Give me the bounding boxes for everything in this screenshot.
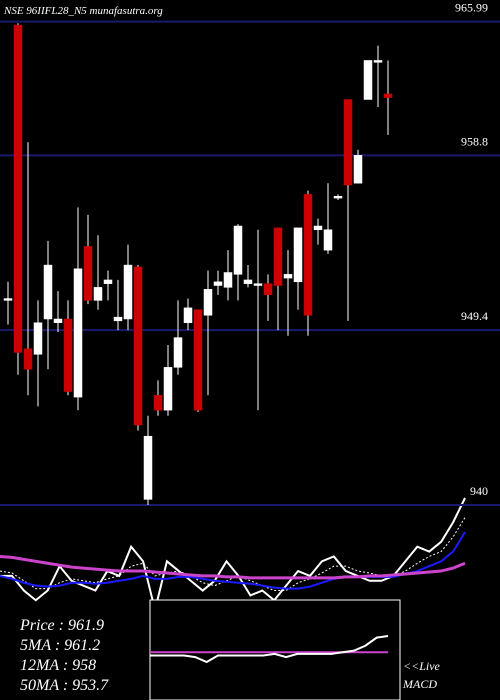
macd-line [150,635,389,664]
candle-body [363,60,373,100]
candle-body [233,225,243,275]
info-line: Price : 961.9 [19,617,104,634]
candle-body [153,395,163,411]
y-tick-label: 965.99 [455,1,488,15]
candle-body [23,348,33,370]
candle-body [73,268,83,398]
candle-body [53,318,63,323]
candle-body [313,225,323,230]
candle-body [133,266,143,426]
info-line: 50MA : 953.7 [20,677,109,694]
candle-body [163,367,173,411]
info-line: 5MA : 961.2 [20,637,100,654]
candle-body [213,281,223,286]
candle-body [173,337,183,368]
macd-box [149,599,401,700]
candle-body [243,279,253,284]
candle-body [263,283,273,296]
candle-body [93,287,103,301]
y-tick-label: 940 [470,484,488,498]
candle-body [123,264,133,320]
y-tick-label: 949.4 [461,309,488,323]
info-line: 12MA : 958 [20,657,96,674]
candle-body [3,298,13,301]
chart-title: NSE 96IIFL28_N5 munafasutra.org [3,5,163,17]
candle-body [143,435,153,500]
candle-body [13,24,23,353]
macd-label: MACD [402,677,437,691]
candle-body [103,279,113,284]
candle-body [203,288,213,316]
candle-body [63,318,73,392]
candle-body [333,195,343,199]
candle-body [353,155,363,184]
candle-body [183,307,193,323]
candle-body [33,322,43,355]
macd-label: <<Live [403,659,441,673]
candle-body [383,93,393,98]
candle-body [373,60,383,63]
candle-body [193,309,203,411]
y-tick-label: 958.8 [461,134,488,148]
candle-body [43,264,53,320]
candle-body [83,246,93,301]
candle-body [273,227,283,286]
candle-body [253,283,263,286]
candle-body [293,227,303,283]
candle-body [343,99,353,186]
candle-body [323,229,333,251]
candle-body [223,272,233,288]
candle-body [283,274,293,279]
ma-line [0,554,466,580]
candle-body [113,316,123,322]
candle-body [303,194,313,316]
